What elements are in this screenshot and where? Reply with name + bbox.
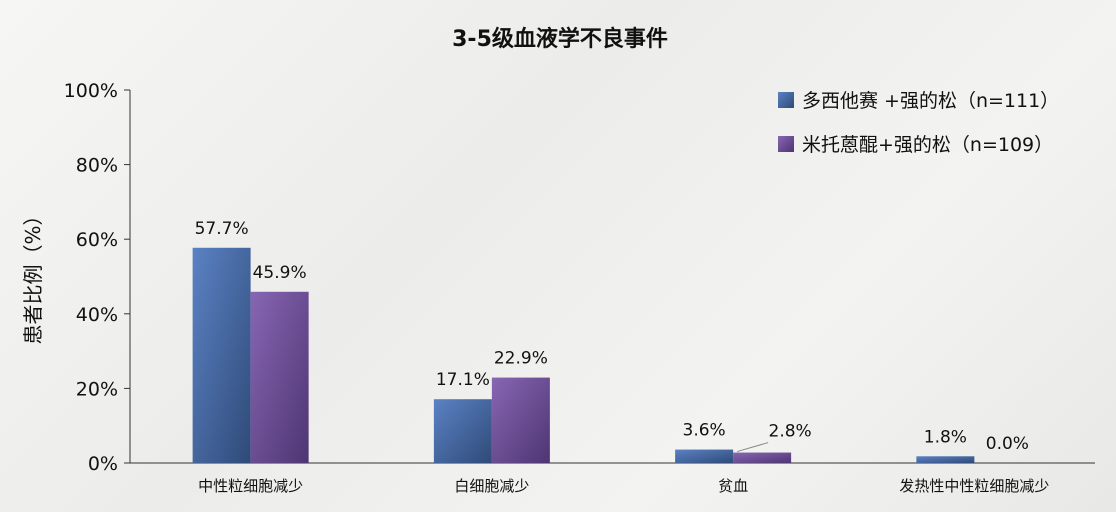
bar-mitoxantrone xyxy=(491,377,550,463)
data-label: 57.7% xyxy=(195,219,249,239)
legend-swatch xyxy=(778,136,794,152)
y-axis-label: 患者比例（%） xyxy=(21,205,45,344)
data-label: 2.8% xyxy=(769,422,812,442)
x-tick-label: 贫血 xyxy=(718,477,748,495)
bar-docetaxel xyxy=(675,449,734,463)
y-tick-label: 100% xyxy=(64,80,118,102)
legend: 多西他赛 +强的松（n=111） 米托蒽醌+强的松（n=109） xyxy=(778,90,1059,156)
y-tick-label: 80% xyxy=(76,155,118,177)
bar-docetaxel xyxy=(192,247,251,463)
bar-mitoxantrone xyxy=(733,452,792,463)
data-label: 3.6% xyxy=(683,421,726,441)
data-label: 17.1% xyxy=(436,370,490,390)
legend-label: 多西他赛 +强的松（n=111） xyxy=(802,90,1059,112)
chart-title: 3-5级血液学不良事件 xyxy=(452,26,668,52)
bar-docetaxel xyxy=(916,456,975,463)
legend-swatch xyxy=(778,92,794,108)
leader-line xyxy=(736,442,769,453)
data-label: 1.8% xyxy=(924,427,967,447)
data-label: 0.0% xyxy=(986,434,1029,454)
x-tick-label: 白细胞减少 xyxy=(454,477,529,495)
data-label: 22.9% xyxy=(494,349,548,369)
legend-label: 米托蒽醌+强的松（n=109） xyxy=(802,134,1053,156)
x-axis: 中性粒细胞减少 白细胞减少 贫血 发热性中性粒细胞减少 xyxy=(130,462,1095,495)
y-tick-label: 60% xyxy=(76,229,118,251)
bars: 57.7% 45.9% 17.1%22.9% 3.6% 2.8% 1.8% 0.0% xyxy=(192,219,1029,463)
y-axis: 0% 20% 40% 60% 80% 100% xyxy=(64,80,131,475)
y-tick-label: 40% xyxy=(76,304,118,326)
bar-mitoxantrone xyxy=(250,291,309,463)
bar-docetaxel xyxy=(433,399,492,463)
y-tick-label: 20% xyxy=(76,378,118,400)
data-label: 45.9% xyxy=(253,263,307,283)
y-tick-label: 0% xyxy=(88,453,118,475)
x-tick-label: 发热性中性粒细胞减少 xyxy=(899,477,1049,495)
x-tick-label: 中性粒细胞减少 xyxy=(198,477,303,495)
